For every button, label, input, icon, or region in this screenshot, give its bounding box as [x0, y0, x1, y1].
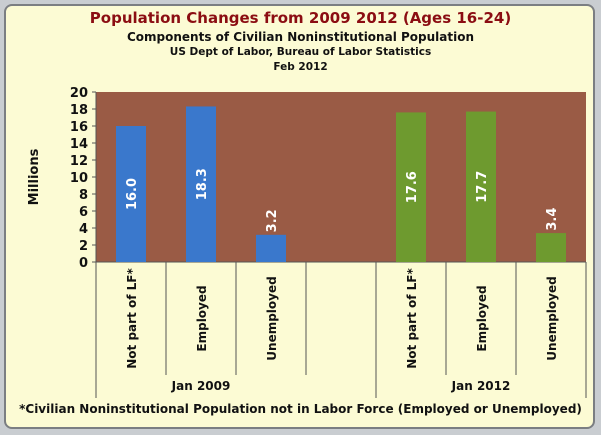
- y-tick-label: 6: [79, 205, 88, 220]
- bar-value-label: 3.2: [265, 209, 280, 232]
- category-label: Not part of LF*: [125, 268, 139, 369]
- category-label: Unemployed: [265, 276, 279, 360]
- bar: [396, 112, 426, 263]
- y-tick-label: 16: [70, 120, 88, 135]
- bar: [536, 233, 566, 262]
- chart-subtitle: Components of Civilian Noninstitutional …: [126, 30, 474, 44]
- y-tick-label: 4: [79, 222, 88, 237]
- y-tick-label: 14: [70, 137, 88, 152]
- bar: [116, 126, 146, 262]
- y-tick-label: 12: [70, 154, 88, 169]
- y-tick-label: 2: [79, 239, 88, 254]
- plot-area: [96, 92, 586, 262]
- category-label: Employed: [195, 285, 209, 351]
- y-tick-label: 0: [79, 256, 88, 271]
- y-tick-label: 18: [70, 103, 88, 118]
- category-label: Unemployed: [545, 276, 559, 360]
- y-tick-label: 20: [70, 86, 88, 101]
- category-label: Not part of LF*: [405, 268, 419, 369]
- group-label: Jan 2009: [171, 379, 231, 393]
- chart-title: Population Changes from 2009 2012 (Ages …: [89, 9, 512, 27]
- bar: [186, 106, 216, 262]
- bar: [256, 234, 286, 262]
- chart-date: Feb 2012: [273, 61, 328, 73]
- bar-value-label: 18.3: [195, 168, 210, 200]
- bar-value-label: 17.6: [405, 171, 420, 203]
- category-label: Employed: [475, 285, 489, 351]
- y-axis-title: Millions: [27, 148, 42, 205]
- y-tick-label: 10: [70, 171, 88, 186]
- group-label: Jan 2012: [451, 379, 511, 393]
- bar: [466, 111, 496, 262]
- bar-value-label: 16.0: [125, 178, 140, 210]
- bar-value-label: 3.4: [545, 208, 560, 231]
- bar-value-label: 17.7: [475, 171, 490, 203]
- y-tick-label: 8: [79, 188, 88, 203]
- chart-source: US Dept of Labor, Bureau of Labor Statis…: [169, 46, 432, 58]
- chart-footnote: *Civilian Noninstitutional Population no…: [19, 402, 582, 416]
